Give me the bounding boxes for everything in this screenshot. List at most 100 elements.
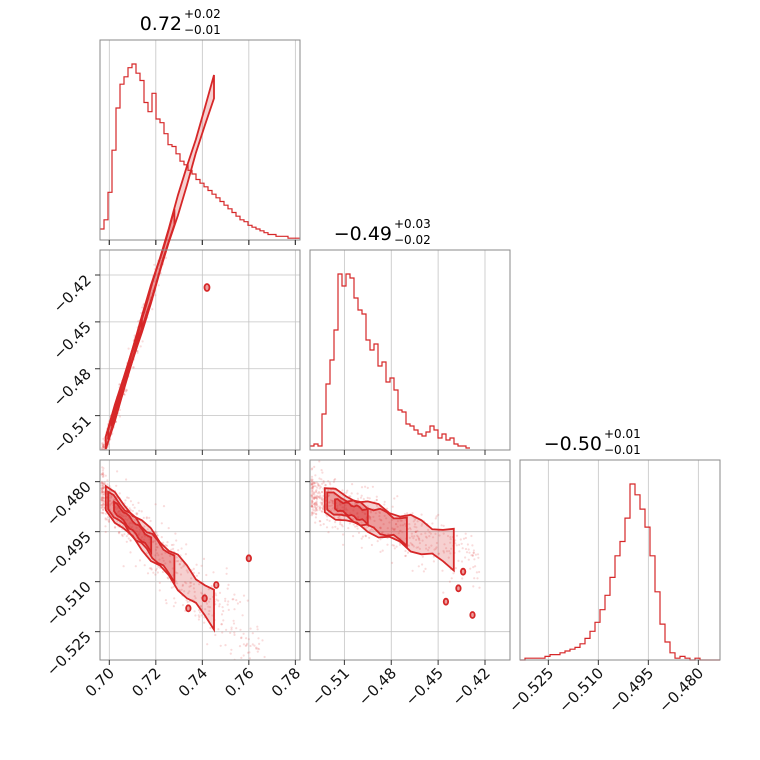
sample-point [457,559,460,563]
sample-point [102,456,104,458]
sample-point [137,501,140,504]
sample-point [435,546,438,549]
sample-point [136,349,139,353]
sample-point [170,543,173,547]
sample-point [462,537,466,540]
sample-point [432,536,435,539]
sample-point [148,296,152,299]
sample-point [116,507,119,510]
sample-point [313,465,316,468]
sample-point [313,502,316,505]
sample-point [418,542,421,545]
sample-point [424,544,427,547]
sample-point [223,70,225,72]
sample-point [208,600,211,603]
sample-point [100,504,103,507]
sample-point [342,506,345,509]
sample-point [311,485,314,488]
histogram-step-line [100,63,300,239]
sample-point [207,613,210,616]
sample-point [125,515,128,518]
sample-point [313,496,316,499]
sample-point [378,511,382,515]
sample-point [449,541,452,544]
sample-point [260,669,262,671]
sample-point [224,644,227,647]
sample-point [315,497,318,500]
sample-point [315,491,318,494]
sample-point [217,77,219,79]
sample-point [101,499,104,502]
sample-point [318,505,321,508]
sample-point [200,591,203,594]
sample-point [242,654,245,657]
sample-point [110,494,113,497]
sample-point [312,482,315,485]
sample-point [145,552,148,555]
sample-point [102,473,105,476]
sample-point [129,539,132,542]
sample-point [445,547,448,550]
sample-point [235,599,238,602]
sample-point [101,462,103,464]
sample-point [218,605,221,608]
sample-point [117,510,120,513]
sample-point [137,533,140,537]
sample-point [322,480,325,483]
sample-point [136,512,139,515]
x-tick-label: 0.74 [175,664,211,700]
sample-point [102,445,105,449]
sample-point [128,525,131,528]
sample-point [360,494,363,497]
sample-point [341,506,344,509]
contour-island [460,567,467,576]
sample-point [415,538,418,542]
param-title-plus: +0.02 [184,7,221,21]
sample-point [331,526,334,529]
sample-point [406,512,409,515]
sample-point [106,516,110,519]
sample-point [185,599,188,602]
sample-point [167,527,170,530]
sample-point [233,18,235,20]
sample-point [399,529,402,532]
sample-point [203,133,205,135]
sample-point [205,573,208,577]
sample-point [195,123,197,125]
sample-point [194,597,197,600]
sample-point [245,644,248,647]
sample-point [208,606,212,609]
sample-point [311,488,314,491]
sample-point [320,503,323,506]
sample-point [143,535,147,538]
sample-point [180,588,183,591]
sample-point [311,485,314,488]
sample-point [154,548,158,552]
sample-point [379,526,382,529]
sample-point [104,530,107,534]
scatter-panel-0-1: −0.51−0.48−0.45−0.42 [50,18,301,464]
contour-island [442,597,450,606]
sample-point [122,515,125,518]
sample-point [406,551,410,554]
sample-point [102,443,105,446]
sample-point [317,490,321,494]
sample-point [200,592,204,595]
param-title-minus: −0.02 [394,233,431,247]
sample-point [368,536,371,539]
sample-point [314,490,317,493]
sample-point [102,508,105,511]
sample-point [428,535,431,538]
sample-point [220,623,223,626]
sample-point [153,263,156,266]
sample-point [220,58,222,60]
sample-point [460,542,463,545]
sample-point [469,567,472,570]
sample-point [249,644,252,648]
x-tick-label: −0.495 [605,664,657,716]
sample-point [153,540,156,543]
sample-point [100,482,103,485]
sample-point [475,571,478,574]
sample-point [233,631,236,634]
sample-point [321,510,324,513]
